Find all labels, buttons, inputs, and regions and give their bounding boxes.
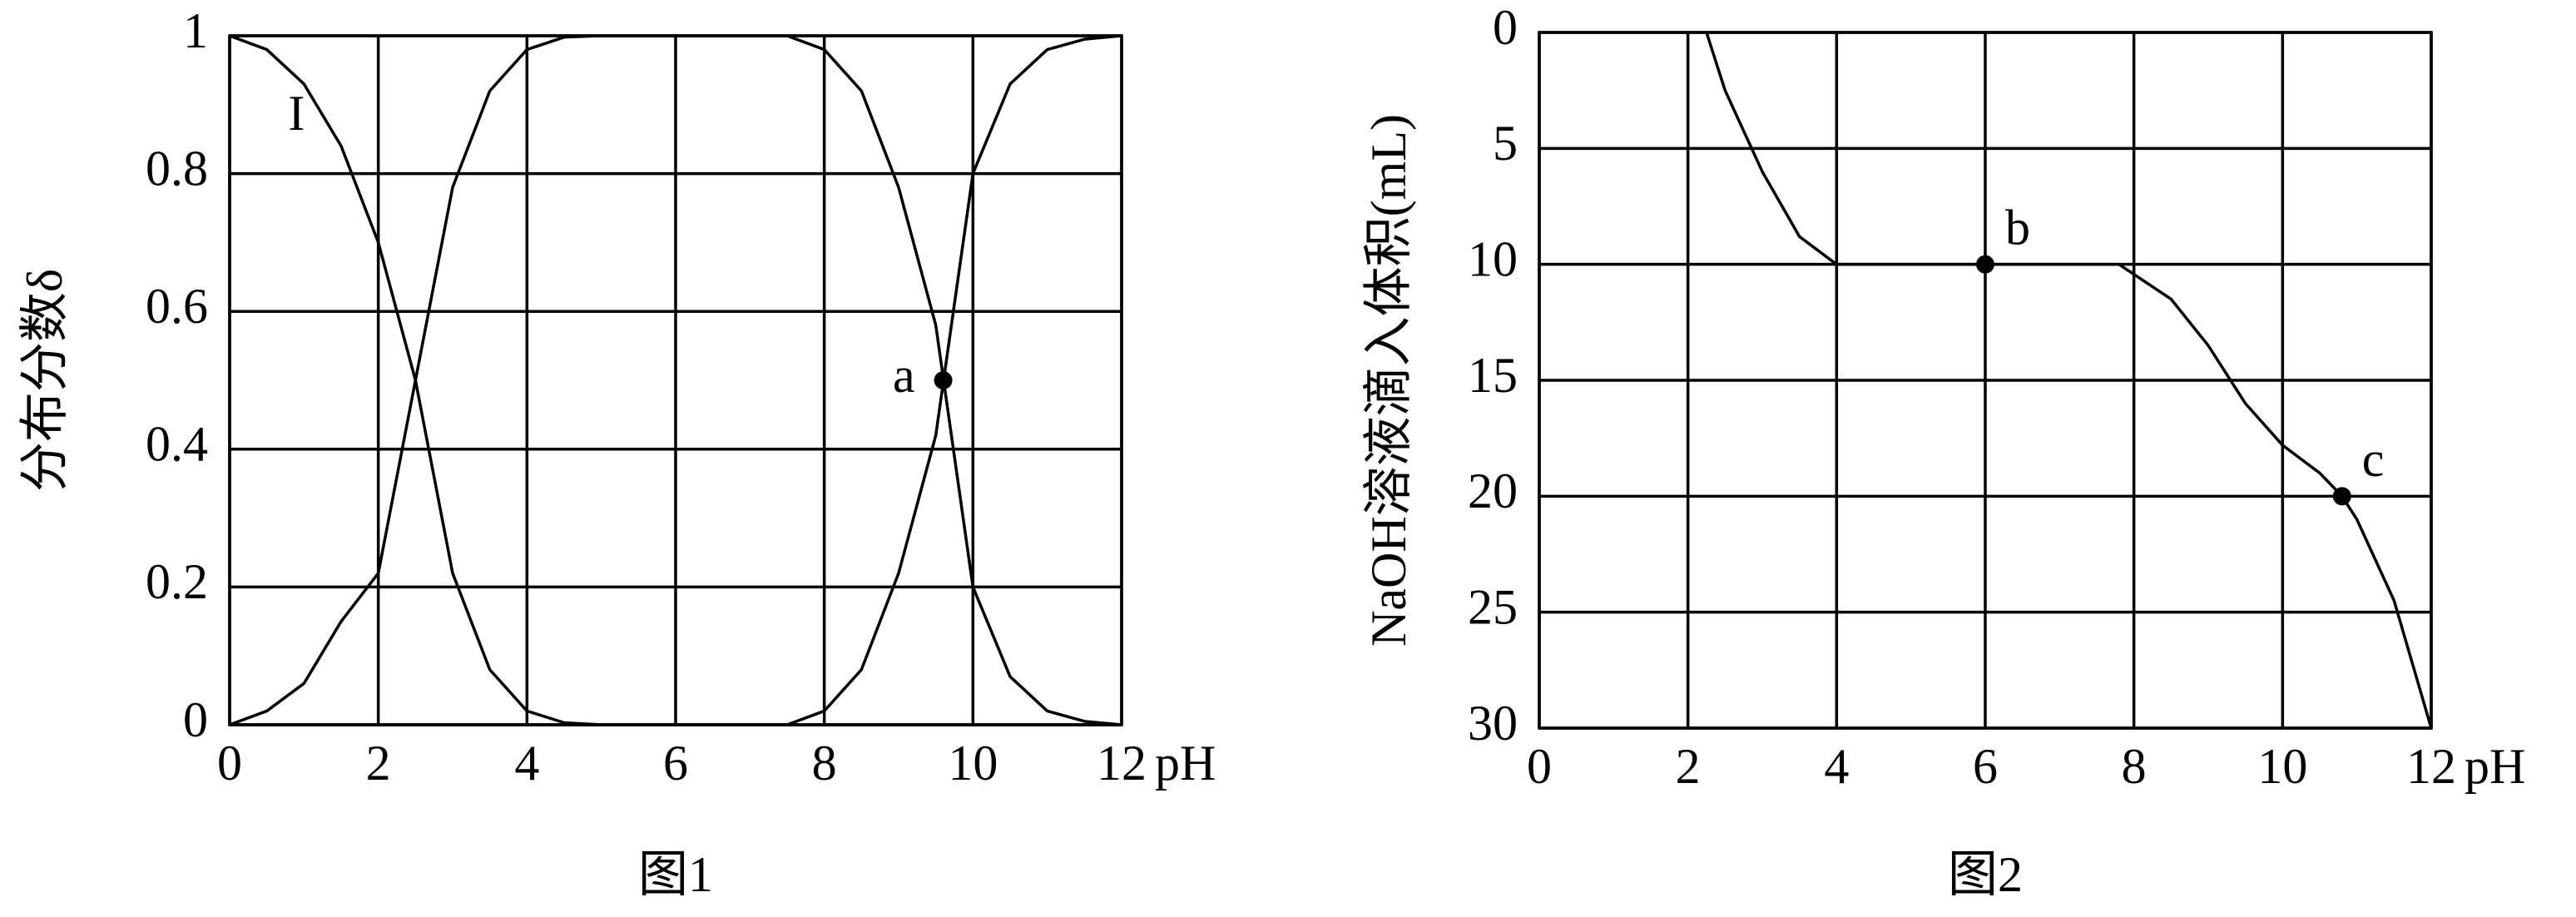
curve-label: I bbox=[288, 86, 305, 141]
y-tick-label: 0 bbox=[183, 692, 208, 747]
y-tick-label: 1 bbox=[183, 3, 208, 58]
x-tick-label: 0 bbox=[217, 736, 242, 791]
x-axis-label: pH bbox=[1155, 736, 1216, 791]
x-tick-label: 0 bbox=[1527, 739, 1552, 794]
y-tick-label: 30 bbox=[1468, 696, 1518, 751]
curve bbox=[230, 34, 1122, 726]
y-tick-label: 15 bbox=[1468, 348, 1518, 403]
x-tick-label: 12 bbox=[1097, 736, 1147, 791]
x-tick-label: 8 bbox=[2122, 739, 2147, 794]
curve bbox=[229, 34, 1122, 726]
x-tick-label: 6 bbox=[663, 736, 688, 791]
x-tick-label: 2 bbox=[366, 736, 391, 791]
x-tick-label: 2 bbox=[1676, 739, 1701, 794]
point-label: c bbox=[2362, 432, 2385, 487]
y-tick-label: 0.8 bbox=[146, 141, 208, 196]
x-tick-label: 10 bbox=[2257, 739, 2307, 794]
caption: 图2 bbox=[1948, 847, 2023, 902]
x-tick-label: 4 bbox=[514, 736, 539, 791]
point bbox=[934, 371, 953, 389]
plot-frame bbox=[1538, 31, 2433, 730]
y-tick-label: 20 bbox=[1468, 463, 1518, 518]
x-axis-label: pH bbox=[2465, 739, 2525, 794]
y-axis-label: NaOH溶液滴入体积(mL) bbox=[1361, 114, 1416, 647]
x-tick-label: 10 bbox=[948, 736, 998, 791]
y-tick-label: 0.4 bbox=[146, 417, 208, 472]
y-tick-label: 10 bbox=[1468, 231, 1518, 286]
y-tick-label: 5 bbox=[1493, 116, 1518, 171]
y-tick-label: 25 bbox=[1468, 579, 1518, 634]
y-tick-label: 0.2 bbox=[146, 554, 208, 609]
point-label: b bbox=[2005, 200, 2030, 255]
y-tick-label: 0.6 bbox=[146, 279, 208, 334]
x-tick-label: 6 bbox=[1973, 739, 1998, 794]
x-tick-label: 4 bbox=[1824, 739, 1849, 794]
x-tick-label: 12 bbox=[2406, 739, 2456, 794]
point-label: a bbox=[893, 348, 915, 403]
point bbox=[1976, 255, 1994, 274]
y-tick-label: 0 bbox=[1493, 0, 1518, 55]
caption: 图1 bbox=[638, 847, 713, 902]
y-axis-label: 分布分数δ bbox=[17, 269, 72, 492]
x-tick-label: 8 bbox=[812, 736, 837, 791]
point bbox=[2332, 487, 2351, 506]
